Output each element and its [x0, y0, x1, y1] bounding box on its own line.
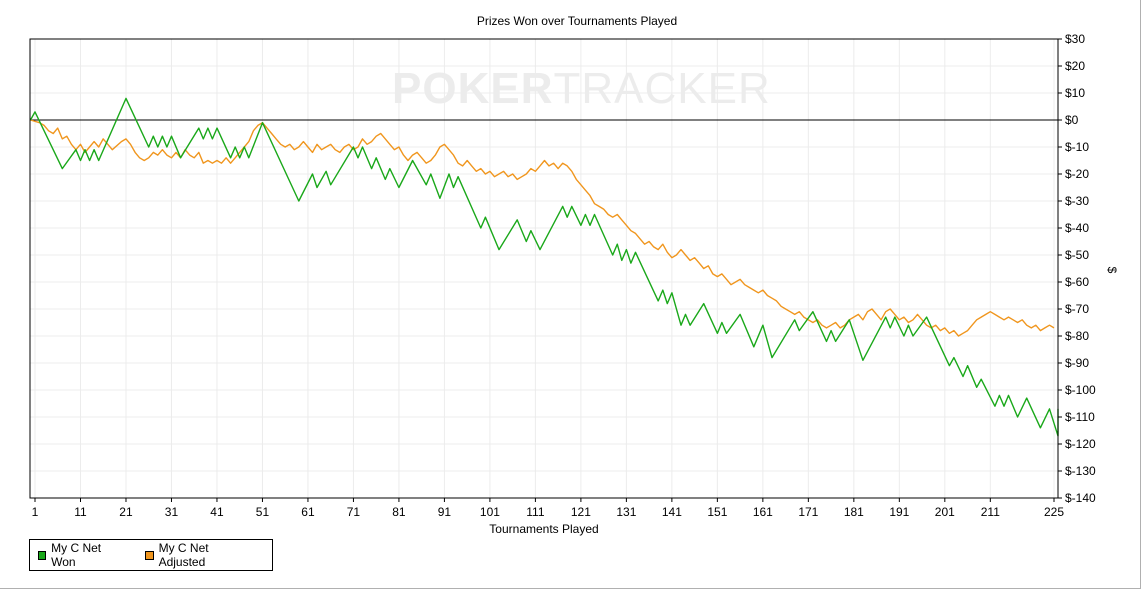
legend-item-net-won: My C Net Won — [38, 541, 119, 569]
x-tick-label: 21 — [119, 505, 133, 519]
y-tick-label: $-70 — [1065, 302, 1089, 316]
y-tick-label: $-110 — [1065, 410, 1095, 424]
x-axis: 1 11 21 31 41 51 61 71 81 91 101 111 121 131 141 151 161… — [32, 498, 1064, 519]
chart-title: Prizes Won over Tournaments Played — [477, 14, 677, 28]
x-tick-label: 181 — [844, 505, 864, 519]
y-tick-label: $-90 — [1065, 356, 1089, 370]
x-tick-label: 51 — [256, 505, 270, 519]
x-tick-label: 111 — [526, 505, 545, 519]
x-tick-label: 31 — [165, 505, 179, 519]
y-tick-label: $-40 — [1065, 221, 1089, 235]
legend: My C Net Won My C Net Adjusted — [29, 539, 273, 571]
legend-item-net-adjusted: My C Net Adjusted — [145, 541, 246, 569]
y-tick-label: $0 — [1065, 113, 1079, 127]
x-tick-label: 61 — [301, 505, 315, 519]
legend-swatch-net-won — [38, 550, 47, 560]
x-tick-label: 121 — [571, 505, 591, 519]
y-tick-label: $-140 — [1065, 491, 1096, 505]
series-lines — [29, 97, 1059, 437]
y-tick-label: $-130 — [1065, 464, 1096, 478]
plot-area — [29, 38, 1059, 499]
y-tick-label: $-60 — [1065, 275, 1089, 289]
y-tick-label: $20 — [1065, 59, 1085, 73]
x-tick-label: 161 — [753, 505, 773, 519]
grid-lines — [30, 38, 1058, 499]
y-tick-label: $-10 — [1065, 140, 1089, 154]
x-axis-title: Tournaments Played — [489, 522, 598, 536]
x-tick-label: 201 — [935, 505, 955, 519]
pokertracker-watermark: POKERTRACKER — [392, 64, 771, 114]
x-tick-label: 81 — [392, 505, 406, 519]
y-axis-title: $ — [1105, 267, 1119, 274]
y-tick-label: $-120 — [1065, 437, 1096, 451]
y-tick-label: $-30 — [1065, 194, 1089, 208]
x-tick-label: 171 — [798, 505, 818, 519]
x-tick-label: 1 — [32, 505, 39, 519]
x-tick-label: 151 — [707, 505, 727, 519]
legend-swatch-net-adjusted — [145, 550, 154, 560]
y-tick-label: $30 — [1065, 32, 1085, 46]
watermark-poker: POKER — [392, 64, 554, 113]
y-tick-label: $10 — [1065, 86, 1085, 100]
y-axis: $30 $20 $10 $0 $-10 $-20 $-30 $-40 $-50 $-60 $-70 $… — [1058, 32, 1096, 505]
y-tick-label: $-20 — [1065, 167, 1089, 181]
x-tick-label: 141 — [662, 505, 682, 519]
x-tick-label: 191 — [889, 505, 909, 519]
x-tick-label: 71 — [347, 505, 361, 519]
legend-label-net-won: My C Net Won — [51, 541, 102, 569]
y-tick-label: $-50 — [1065, 248, 1089, 262]
x-tick-label: 91 — [438, 505, 452, 519]
x-tick-label: 131 — [616, 505, 636, 519]
y-tick-label: $-80 — [1065, 329, 1089, 343]
x-tick-label: 101 — [480, 505, 500, 519]
legend-label-net-adjusted: My C Net Adjusted — [158, 541, 209, 569]
x-tick-label: 11 — [74, 505, 87, 519]
series-line-net-adjusted — [30, 119, 1055, 337]
x-tick-label: 211 — [981, 505, 1000, 519]
x-tick-label: 225 — [1044, 505, 1064, 519]
watermark-tracker: TRACKER — [553, 64, 771, 113]
series-line-net-won — [29, 97, 1059, 437]
y-tick-label: $-100 — [1065, 383, 1096, 397]
x-tick-label: 41 — [210, 505, 224, 519]
